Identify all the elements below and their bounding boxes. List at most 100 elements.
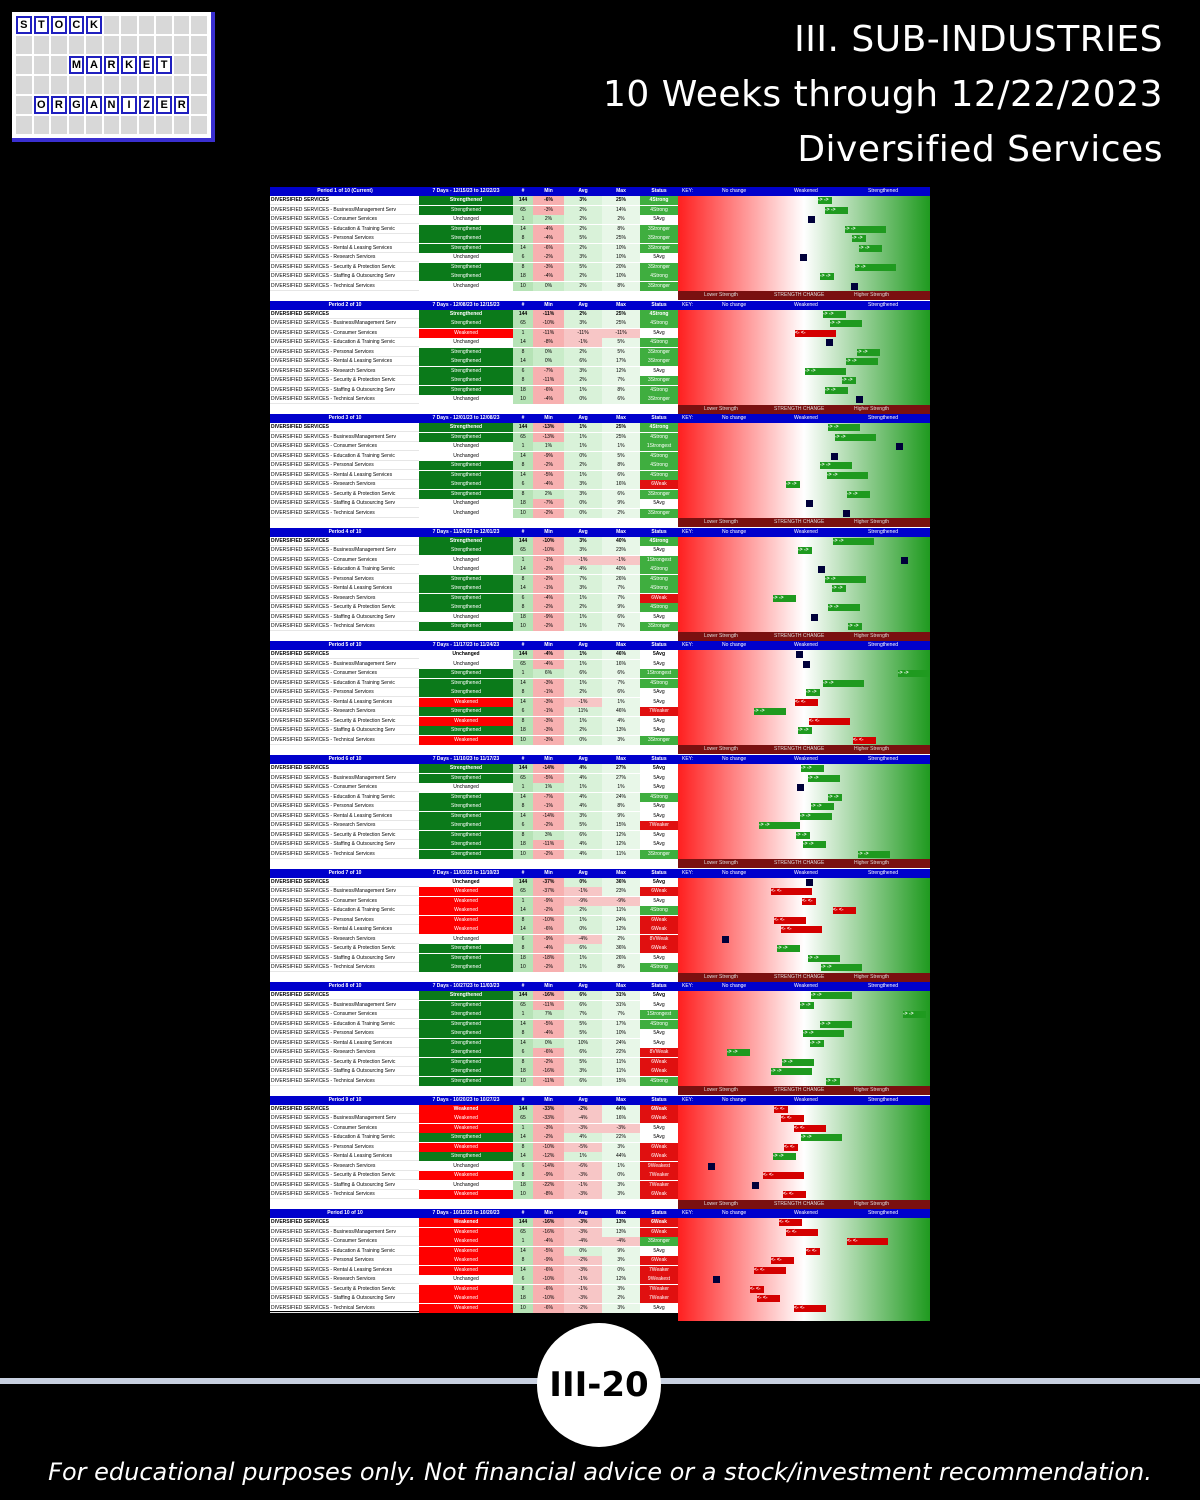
status-cell: 6Weak bbox=[640, 1152, 678, 1162]
max-cell: 3% bbox=[602, 1142, 640, 1152]
strength-change-cell: Unchanged bbox=[419, 565, 513, 575]
column-header: Min bbox=[544, 869, 553, 876]
avg-cell: -4% bbox=[564, 1114, 602, 1124]
strength-change-label: STRENGTH CHANGE bbox=[774, 519, 825, 526]
table-row: DIVERSIFIED SERVICES - Personal Services… bbox=[270, 234, 678, 243]
sub-industry-name: DIVERSIFIED SERVICES - Research Services bbox=[271, 481, 376, 488]
strength-change-marker bbox=[713, 1276, 720, 1284]
count-cell: 10 bbox=[513, 622, 533, 632]
count-cell: 18 bbox=[513, 385, 533, 395]
table-row: DIVERSIFIED SERVICES - Staffing & Outsou… bbox=[270, 1180, 678, 1190]
strength-change-cell: Strengthened bbox=[419, 707, 513, 717]
period-table: Period 1 of 10 (Current) 7 Days - 12/15/2… bbox=[270, 187, 678, 299]
strength-change-marker: <- <- bbox=[802, 897, 816, 905]
period-label: Period 2 of 10 bbox=[328, 301, 362, 308]
max-cell: 14% bbox=[602, 205, 640, 215]
strength-change-marker: -> -> bbox=[820, 1020, 852, 1028]
status-cell: 4Strong bbox=[640, 196, 678, 205]
logo-letter-cell bbox=[138, 36, 155, 54]
strength-change-marker: -> -> bbox=[808, 774, 840, 782]
status-cell: 3Stronger bbox=[640, 508, 678, 518]
period-header-row: Period 9 of 10 7 Days - 10/20/23 to 10/27… bbox=[270, 1095, 678, 1105]
strength-change-cell: Strengthened bbox=[419, 546, 513, 556]
logo-letter-cell bbox=[103, 16, 120, 34]
strength-change-marker: -> -> bbox=[727, 1049, 750, 1057]
strength-change-marker: -> -> bbox=[796, 831, 810, 839]
logo-letter-cell bbox=[121, 36, 137, 54]
status-cell: 4Strong bbox=[640, 792, 678, 802]
logo-letter-cell bbox=[191, 36, 207, 54]
count-cell: 6 bbox=[513, 593, 533, 603]
logo-letter-cell bbox=[16, 116, 32, 134]
sub-industry-name: DIVERSIFIED SERVICES - Technical Service… bbox=[271, 1077, 375, 1084]
logo-letter-cell bbox=[138, 76, 155, 94]
strength-change-marker: -> -> bbox=[810, 1039, 824, 1047]
logo-letter-cell: N bbox=[103, 96, 120, 114]
period-block: Period 7 of 10 7 Days - 11/03/23 to 11/10… bbox=[270, 868, 930, 982]
logo-letter-cell: K bbox=[86, 16, 102, 34]
column-header: Max bbox=[616, 188, 626, 194]
table-row: DIVERSIFIED SERVICES - Research Services… bbox=[270, 480, 678, 490]
count-cell: 6 bbox=[513, 366, 533, 376]
strength-change-cell: Strengthened bbox=[419, 470, 513, 480]
strength-change-marker: -> -> bbox=[820, 273, 834, 280]
min-cell: -4% bbox=[533, 593, 564, 603]
key-weakened: Weakened bbox=[794, 415, 818, 422]
count-cell: 65 bbox=[513, 773, 533, 783]
status-cell: 4Strong bbox=[640, 565, 678, 575]
avg-cell: 0% bbox=[564, 451, 602, 461]
avg-cell: -4% bbox=[564, 934, 602, 944]
strength-change-marker: -> -> bbox=[832, 585, 846, 593]
table-row: DIVERSIFIED SERVICES - Business/Manageme… bbox=[270, 773, 678, 783]
strength-change-marker: -> -> bbox=[855, 263, 896, 271]
sub-industry-name: DIVERSIFIED SERVICES - Technical Service… bbox=[271, 396, 375, 403]
strength-change-marker: -> -> bbox=[773, 1153, 796, 1161]
strength-change-cell: Strengthened bbox=[419, 1133, 513, 1143]
count-cell: 8 bbox=[513, 688, 533, 698]
key-no-change: No change bbox=[722, 301, 747, 308]
max-cell: 6% bbox=[602, 612, 640, 622]
count-cell: 144 bbox=[513, 423, 533, 433]
strength-change-cell: Strengthened bbox=[419, 385, 513, 395]
column-header: Status bbox=[651, 756, 667, 762]
count-cell: 14 bbox=[513, 243, 533, 253]
column-header: Min bbox=[544, 301, 553, 308]
strength-change-marker bbox=[806, 500, 813, 508]
max-cell: 5% bbox=[602, 347, 640, 357]
max-cell: 12% bbox=[602, 366, 640, 376]
count-cell: 8 bbox=[513, 574, 533, 584]
count-cell: 14 bbox=[513, 357, 533, 367]
period-table: Period 2 of 10 7 Days - 12/08/23 to 12/15… bbox=[270, 300, 678, 413]
period-table: Period 9 of 10 7 Days - 10/20/23 to 10/27… bbox=[270, 1095, 678, 1208]
max-cell: 10% bbox=[602, 272, 640, 281]
min-cell: -10% bbox=[533, 1294, 564, 1304]
strength-change-marker: -> -> bbox=[798, 547, 812, 555]
avg-cell: 1% bbox=[564, 1152, 602, 1162]
count-cell: 10 bbox=[513, 1190, 533, 1200]
strength-change-marker: <- <- bbox=[806, 1247, 820, 1255]
avg-cell: -3% bbox=[564, 1190, 602, 1200]
max-cell: 40% bbox=[602, 565, 640, 575]
status-cell: 5Avg bbox=[640, 1038, 678, 1048]
column-header: Status bbox=[651, 1210, 667, 1217]
status-cell: 5Avg bbox=[640, 716, 678, 726]
count-cell: 10 bbox=[513, 508, 533, 518]
strength-change-marker bbox=[722, 935, 729, 943]
table-row: DIVERSIFIED SERVICES - Rental & Leasing … bbox=[270, 1038, 678, 1048]
status-cell: 1Strongest bbox=[640, 555, 678, 565]
key-header: KEY: No change Weakened Strengthened bbox=[678, 300, 930, 310]
strength-change-cell: Strengthened bbox=[419, 376, 513, 386]
logo-letter-cell bbox=[68, 36, 85, 54]
logo-letter-cell bbox=[103, 76, 120, 94]
count-cell: 8 bbox=[513, 1256, 533, 1266]
strength-change-marker: <- <- bbox=[781, 1115, 804, 1123]
status-cell: 5Avg bbox=[640, 1303, 678, 1313]
max-cell: 12% bbox=[602, 1275, 640, 1285]
min-cell: -11% bbox=[533, 309, 564, 319]
strength-change-cell: Strengthened bbox=[419, 1000, 513, 1010]
strength-change-cell: Strengthened bbox=[419, 1048, 513, 1058]
logo-letter-cell: Z bbox=[138, 96, 155, 114]
table-row: DIVERSIFIED SERVICES - Consumer Services… bbox=[270, 1123, 678, 1133]
status-cell: 4Strong bbox=[640, 423, 678, 433]
avg-cell: 4% bbox=[564, 840, 602, 849]
